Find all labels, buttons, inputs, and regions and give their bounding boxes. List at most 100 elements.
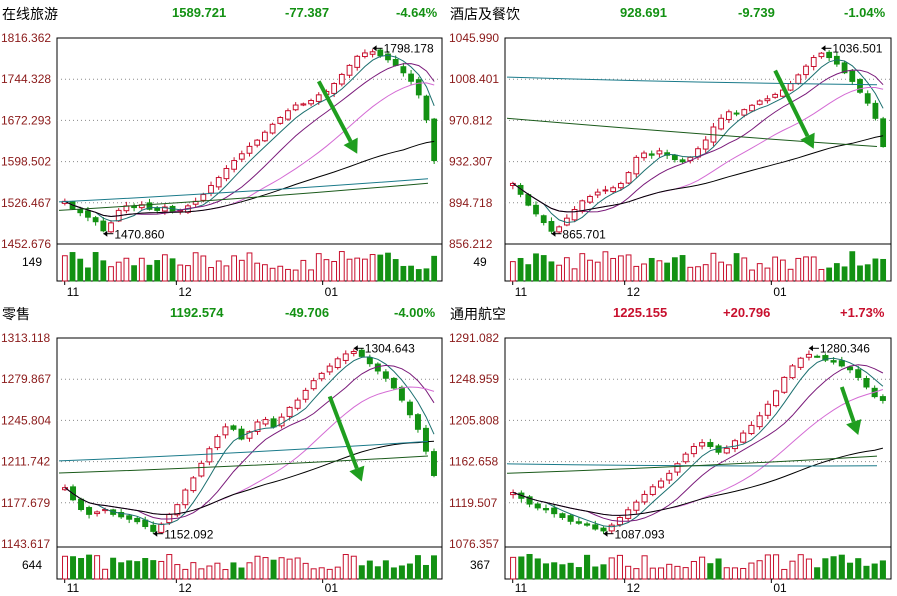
trend-arrow <box>327 395 359 470</box>
annotation-arrowhead <box>821 45 826 52</box>
volume-bar <box>86 554 93 580</box>
candle-body <box>94 511 101 515</box>
candle-body <box>182 489 189 506</box>
candle-body <box>222 426 229 436</box>
candle-body <box>641 152 647 159</box>
candle-body <box>342 353 349 361</box>
ma5-line <box>512 357 884 528</box>
volume-bar <box>671 257 678 282</box>
volume-bar <box>679 255 686 282</box>
ma120-line <box>58 178 429 203</box>
volume-bar <box>230 562 237 580</box>
high-annotation: 1036.501 <box>832 41 882 55</box>
candle-body <box>354 55 361 68</box>
candle-body <box>781 376 788 393</box>
chart-panel-online-travel: 在线旅游 1589.721 -77.387 -4.64% 1816.362 174… <box>0 0 447 299</box>
candle-body <box>269 123 276 134</box>
y-tick-label: 1245.804 <box>1 413 51 427</box>
candle-body <box>818 52 825 58</box>
volume-bar <box>238 567 245 580</box>
candle-body <box>238 428 245 440</box>
volume-bar <box>787 268 794 282</box>
candle-body <box>431 118 438 162</box>
candle-body <box>749 104 755 112</box>
candle-body <box>382 371 389 379</box>
volume-bar <box>192 252 199 282</box>
volume-bar <box>254 262 261 282</box>
volume-bar <box>362 258 368 282</box>
volume-axis-label: 49 <box>473 255 487 269</box>
candle-body <box>126 515 133 520</box>
volume-bar <box>838 554 845 580</box>
volume-bar <box>208 267 214 282</box>
candle-body <box>797 357 804 368</box>
panel-header: 零售 1192.574 -49.706 -4.00% <box>0 300 447 324</box>
volume-bar <box>246 562 253 580</box>
candle-body <box>350 351 357 354</box>
volume-bar <box>231 255 237 282</box>
index-price: 1589.721 <box>172 5 227 20</box>
candle-body <box>838 360 845 367</box>
volume-axis-label: 149 <box>22 255 42 269</box>
candle-body <box>131 205 137 209</box>
ma5-line <box>64 356 435 526</box>
volume-bar <box>342 554 349 580</box>
volume-bar <box>571 268 578 282</box>
index-change-pct: -4.64% <box>396 5 438 20</box>
index-change-pct: +1.73% <box>840 305 885 320</box>
candle-body <box>308 100 314 105</box>
volume-bar <box>382 560 389 580</box>
index-change-pct: -4.00% <box>394 305 436 320</box>
volume-bar <box>94 555 101 580</box>
candle-body <box>872 102 879 119</box>
candle-body <box>262 419 269 425</box>
volume-bar <box>338 251 345 282</box>
volume-bar <box>350 555 357 580</box>
ma20-line <box>64 386 435 515</box>
volume-bar <box>509 261 516 282</box>
y-tick-label: 1744.328 <box>1 72 51 86</box>
candle-body <box>86 507 93 515</box>
volume-bar <box>725 264 732 282</box>
volume-bar <box>517 257 524 282</box>
volume-bar <box>78 558 85 580</box>
index-change: +20.796 <box>723 305 771 320</box>
volume-bar <box>374 566 381 580</box>
candle-body <box>625 172 632 184</box>
candle-body <box>841 62 848 74</box>
y-tick-label: 1279.867 <box>1 372 51 386</box>
candle-body <box>214 436 221 449</box>
high-annotation: 1798.178 <box>384 41 434 55</box>
candle-body <box>358 349 365 357</box>
volume-bar <box>579 253 586 282</box>
candle-body <box>431 451 437 476</box>
candle-body <box>174 504 181 516</box>
candle-body <box>682 453 689 463</box>
plot-frame <box>56 37 443 282</box>
volume-bar <box>61 255 68 282</box>
index-price: 928.691 <box>620 5 667 20</box>
candle-body <box>849 70 856 82</box>
candle-body <box>548 221 555 232</box>
candle-body <box>302 389 309 400</box>
candle-body <box>400 66 407 74</box>
y-tick-label: 1177.679 <box>1 496 50 510</box>
volume-bar <box>118 562 125 580</box>
candle-body <box>206 448 213 463</box>
ma60-line <box>64 440 435 515</box>
candle-body <box>146 202 153 210</box>
volume-bar <box>346 258 353 282</box>
candle-body <box>725 111 732 121</box>
volume-bar <box>134 561 141 580</box>
ma10-line <box>512 364 884 522</box>
ma10-line <box>64 63 435 218</box>
candle-body <box>805 353 812 358</box>
volume-bar <box>702 264 709 282</box>
candle-body <box>392 58 399 66</box>
volume-bar <box>277 265 284 282</box>
volume-bar <box>92 252 99 282</box>
volume-bar <box>238 259 245 282</box>
volume-bar <box>625 254 632 282</box>
candle-body <box>540 215 547 224</box>
y-tick-label: 1076.357 <box>449 537 499 551</box>
